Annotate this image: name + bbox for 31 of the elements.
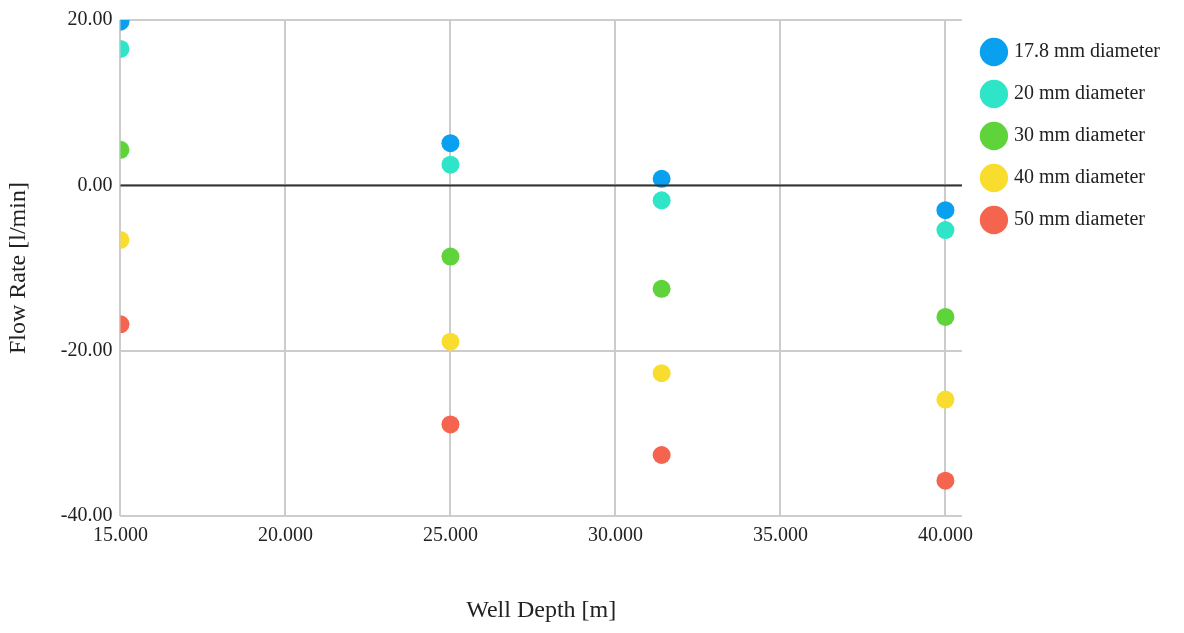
point: [936, 390, 955, 409]
y-axis-title: Flow Rate [l/min]: [3, 182, 30, 355]
point: [441, 155, 460, 174]
x-tick-label: 15.000: [92, 523, 148, 546]
point: [441, 134, 460, 153]
legend-label: 50 mm diameter: [1013, 207, 1146, 230]
point: [652, 279, 671, 298]
point: [441, 247, 460, 266]
y-tick-label: -40.00: [60, 503, 113, 526]
y-tick-label: 20.00: [67, 7, 113, 30]
point: [652, 364, 671, 383]
x-tick-label: 30.000: [587, 523, 643, 546]
legend-label: 20 mm diameter: [1013, 81, 1146, 104]
x-axis-title: Well Depth [m]: [466, 595, 617, 622]
x-tick-label: 40.000: [917, 523, 973, 546]
point: [936, 201, 955, 220]
legend-label: 17.8 mm diameter: [1013, 39, 1161, 62]
legend-label: 40 mm diameter: [1013, 165, 1146, 188]
y-tick-label: 0.00: [77, 172, 113, 195]
point: [441, 415, 460, 434]
point: [936, 221, 955, 240]
point: [441, 332, 460, 351]
point: [652, 191, 671, 210]
point: [936, 307, 955, 326]
point: [936, 471, 955, 490]
x-tick-label: 25.000: [422, 523, 478, 546]
x-tick-label: 35.000: [752, 523, 808, 546]
x-tick-label: 20.000: [257, 523, 313, 546]
legend-label: 30 mm diameter: [1013, 123, 1146, 146]
y-tick-label: -20.00: [60, 338, 113, 361]
point: [652, 446, 671, 464]
